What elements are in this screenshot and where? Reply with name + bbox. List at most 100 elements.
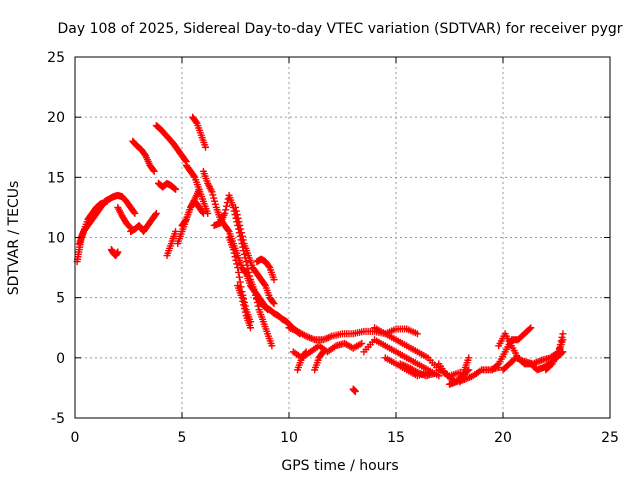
- data-point: [211, 200, 219, 208]
- y-tick-label: 20: [47, 110, 65, 126]
- y-axis-label: SDTVAR / TECUs: [6, 181, 22, 296]
- x-tick-label: 5: [178, 430, 187, 446]
- data-point: [351, 388, 359, 396]
- x-tick-label: 25: [601, 430, 619, 446]
- data-point: [232, 207, 240, 215]
- data-point: [172, 227, 180, 235]
- data-point: [149, 166, 157, 174]
- chart-title: Day 108 of 2025, Sidereal Day-to-day VTE…: [57, 21, 622, 37]
- data-point: [238, 232, 246, 240]
- y-tick-label: 5: [56, 291, 65, 307]
- data-point: [229, 246, 237, 254]
- data-point: [246, 324, 254, 332]
- axis-ticks: 0 5 10 15 20 25 -5 0 5 10 15 20 25: [47, 50, 619, 446]
- data-point: [302, 348, 310, 356]
- data-point: [211, 197, 219, 205]
- data-point: [232, 203, 239, 211]
- data-point: [151, 211, 159, 219]
- data-point: [210, 194, 218, 202]
- data-point: [204, 209, 212, 217]
- data-point: [301, 349, 309, 357]
- data-point: [224, 226, 232, 234]
- data-point: [559, 330, 567, 338]
- data-point: [181, 156, 189, 164]
- data-point: [130, 208, 138, 216]
- data-point: [251, 288, 259, 296]
- x-tick-label: 10: [280, 430, 298, 446]
- x-tick-label: 20: [494, 430, 512, 446]
- data-point: [558, 333, 566, 341]
- data-point: [171, 185, 179, 193]
- data-point: [318, 349, 326, 357]
- data-point: [547, 361, 555, 369]
- data-point: [237, 225, 245, 233]
- data-point: [493, 361, 501, 369]
- data-point: [231, 253, 239, 261]
- data-point: [222, 206, 230, 214]
- data-point: [190, 172, 198, 180]
- data-point: [234, 214, 242, 222]
- data-point: [150, 167, 158, 175]
- data-point: [239, 297, 247, 305]
- data-point: [237, 229, 245, 237]
- data-point: [413, 330, 421, 338]
- y-tick-label: -5: [51, 411, 65, 427]
- data-point: [555, 344, 563, 352]
- data-point: [233, 211, 241, 219]
- y-tick-label: 0: [56, 351, 65, 367]
- data-point: [103, 197, 111, 205]
- data-point: [234, 268, 242, 276]
- data-point: [241, 308, 249, 316]
- data-point: [261, 280, 269, 288]
- data-point: [152, 209, 160, 217]
- data-point: [202, 143, 210, 151]
- data-point: [265, 262, 273, 270]
- data-point: [527, 324, 535, 332]
- data-point: [242, 258, 250, 266]
- data-point: [235, 273, 243, 281]
- data-point: [269, 298, 277, 306]
- data-point: [239, 236, 247, 244]
- data-point: [126, 223, 134, 231]
- x-tick-label: 0: [71, 430, 80, 446]
- y-tick-label: 10: [47, 231, 65, 247]
- data-point: [172, 185, 180, 193]
- data-point: [246, 272, 254, 280]
- data-point: [233, 260, 241, 268]
- data-point: [209, 191, 217, 199]
- data-point: [238, 294, 246, 302]
- data-point: [232, 256, 240, 264]
- data-point: [199, 208, 207, 216]
- x-axis-label: GPS time / hours: [281, 458, 398, 474]
- y-tick-label: 15: [47, 170, 65, 186]
- data-point: [192, 118, 200, 126]
- x-tick-label: 15: [387, 430, 405, 446]
- data-point: [270, 300, 278, 308]
- data-point: [268, 342, 276, 350]
- data-point: [435, 372, 443, 380]
- data-point: [234, 264, 242, 272]
- data-point: [181, 217, 189, 225]
- data-point: [230, 249, 238, 257]
- data-point: [557, 337, 565, 345]
- data-point: [555, 348, 563, 356]
- data-point: [465, 354, 473, 362]
- data-point: [236, 278, 244, 286]
- data-point: [358, 339, 366, 347]
- data-point: [235, 218, 243, 226]
- data-point: [556, 341, 564, 349]
- data-point: [319, 348, 327, 356]
- data-point: [526, 325, 534, 333]
- data-point: [270, 276, 278, 284]
- data-point: [236, 221, 244, 229]
- data-point: [208, 188, 216, 196]
- data-point: [114, 248, 122, 256]
- data-point: [131, 209, 139, 217]
- data-point: [221, 209, 229, 217]
- data-point: [431, 369, 439, 377]
- y-tick-label: 25: [47, 50, 65, 66]
- data-points: [73, 113, 567, 396]
- data-point: [223, 202, 231, 210]
- data-point: [245, 268, 253, 276]
